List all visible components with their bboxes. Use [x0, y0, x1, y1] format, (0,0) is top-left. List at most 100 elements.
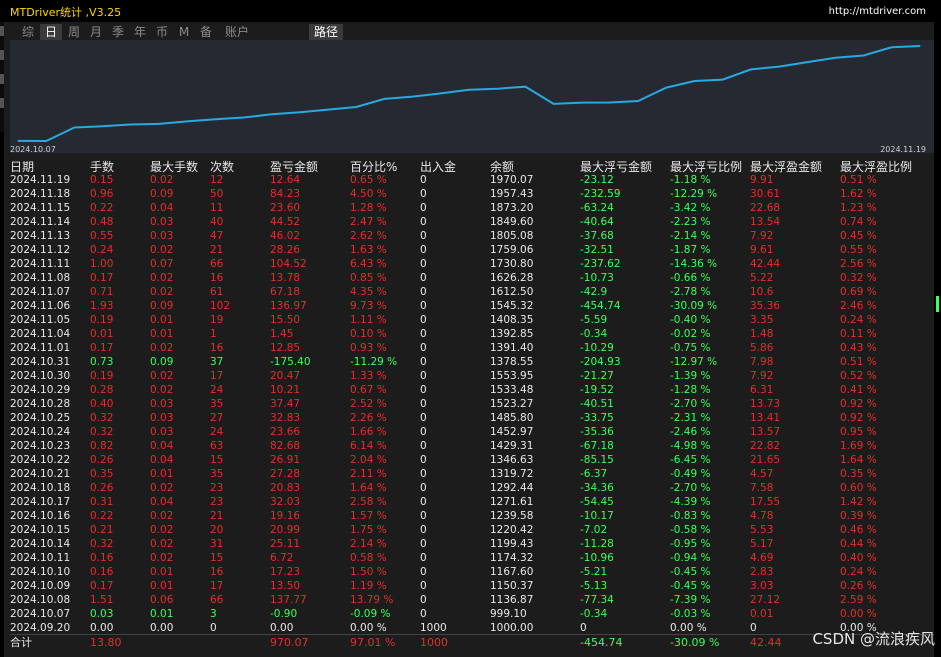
table-row[interactable]: 2024.10.18 0.26 0.02 23 20.83 1.64 % 0 1292.44 -…: [10, 481, 934, 496]
table-row[interactable]: 2024.11.19 0.15 0.02 12 12.64 0.65 % 0 1970.07 -…: [10, 173, 934, 188]
total-flow: 1000: [420, 636, 448, 649]
total-pct: 97.01 %: [350, 636, 396, 649]
tab-month[interactable]: 月: [89, 25, 102, 39]
cell-lots: 0.17: [90, 272, 114, 284]
table-row[interactable]: 2024.11.18 0.96 0.09 50 84.23 4.50 % 0 1957.43 -…: [10, 187, 934, 202]
cell-lots: 0.01: [90, 328, 114, 340]
header-max-drawdown[interactable]: 最大浮亏金额: [580, 160, 653, 174]
cell-lots: 1.51: [90, 594, 114, 606]
cell-balance: 1174.32: [490, 552, 534, 564]
cell-pct: 2.52 %: [350, 398, 387, 410]
table-row[interactable]: 2024.10.11 0.16 0.02 15 6.72 0.58 % 0 1174.32 -1…: [10, 551, 934, 566]
header-flow[interactable]: 出入金: [420, 160, 457, 174]
table-row[interactable]: 2024.11.05 0.19 0.01 19 15.50 1.11 % 0 1408.35 -…: [10, 313, 934, 328]
cell-flow: 0: [420, 328, 427, 340]
cell-max-lots: 0.04: [150, 454, 174, 466]
tab-account[interactable]: 账户: [224, 25, 249, 39]
cell-date: 2024.09.20: [10, 622, 71, 634]
table-row[interactable]: 2024.10.07 0.03 0.01 3 -0.90 -0.09 % 0 999.10 -0…: [10, 607, 934, 622]
cell-balance: 1378.55: [490, 356, 534, 368]
cell-max-lots: 0.04: [150, 202, 174, 214]
table-row[interactable]: 2024.11.06 1.93 0.09 102 136.97 9.73 % 0 1545.3…: [10, 299, 934, 314]
tab-quarter[interactable]: 季: [111, 25, 124, 39]
cell-date: 2024.11.18: [10, 188, 71, 200]
header-max-float-profit-pct[interactable]: 最大浮盈比例: [840, 160, 913, 174]
cell-pct: 1.19 %: [350, 580, 387, 592]
table-row[interactable]: 2024.10.29 0.28 0.02 24 10.21 0.67 % 0 1533.48 -…: [10, 383, 934, 398]
cell-balance: 1136.87: [490, 594, 534, 606]
cell-max-float-profit: 30.61: [750, 188, 781, 200]
tab-notes[interactable]: 备: [199, 25, 212, 39]
table-row[interactable]: 2024.11.01 0.17 0.02 16 12.85 0.93 % 0 1391.40 -…: [10, 341, 934, 356]
header-pct[interactable]: 百分比%: [350, 160, 398, 174]
tab-currency[interactable]: 币: [155, 25, 168, 39]
tab-path[interactable]: 路径: [309, 24, 343, 41]
header-max-drawdown-pct[interactable]: 最大浮亏比例: [670, 160, 743, 174]
table-row[interactable]: 2024.11.15 0.22 0.04 11 23.60 1.28 % 0 1873.20 -…: [10, 201, 934, 216]
table-row[interactable]: 2024.10.14 0.32 0.02 31 25.11 2.14 % 0 1199.43 -…: [10, 537, 934, 552]
cell-max-float-profit: 13.54: [750, 216, 781, 228]
cell-balance: 1292.44: [490, 482, 534, 494]
table-row[interactable]: 2024.10.22 0.26 0.04 15 26.91 2.04 % 0 1346.63 -…: [10, 453, 934, 468]
cell-max-float-profit: 0: [750, 622, 757, 634]
header-lots[interactable]: 手数: [90, 160, 115, 174]
cell-max-float-profit-pct: 0.00 %: [840, 608, 877, 620]
table-row[interactable]: 2024.09.20 0.00 0.00 0 0.00 0.00 % 1000 1000.00…: [10, 621, 934, 636]
cell-max-drawdown-pct: -0.40 %: [670, 314, 711, 326]
table-row[interactable]: 2024.11.11 1.00 0.07 66 104.52 6.43 % 0 1730.80…: [10, 257, 934, 272]
cell-date: 2024.10.11: [10, 552, 71, 564]
header-trade-count[interactable]: 次数: [210, 160, 235, 174]
table-row[interactable]: 2024.10.16 0.22 0.02 21 19.16 1.57 % 0 1239.58 -…: [10, 509, 934, 524]
table-row[interactable]: 2024.10.25 0.32 0.03 27 32.83 2.26 % 0 1485.80 -…: [10, 411, 934, 426]
cell-balance: 1553.95: [490, 370, 534, 382]
table-row[interactable]: 2024.11.04 0.01 0.01 1 1.45 0.10 % 0 1392.85 -0.…: [10, 327, 934, 342]
table-row[interactable]: 2024.10.17 0.31 0.04 23 32.03 2.58 % 0 1271.61 -…: [10, 495, 934, 510]
tab-summary[interactable]: 综: [21, 25, 34, 39]
table-row[interactable]: 2024.11.08 0.17 0.02 16 13.78 0.85 % 0 1626.28 -…: [10, 271, 934, 286]
cell-flow: 0: [420, 608, 427, 620]
table-row[interactable]: 2024.11.12 0.24 0.02 21 28.26 1.63 % 0 1759.06 -…: [10, 243, 934, 258]
cell-max-drawdown-pct: -0.94 %: [670, 552, 711, 564]
cell-pct: 2.58 %: [350, 496, 387, 508]
cell-flow: 0: [420, 594, 427, 606]
cell-max-float-profit: 5.86: [750, 342, 774, 354]
table-row[interactable]: 2024.10.31 0.73 0.09 37 -175.40 -11.29 % 0 1378…: [10, 355, 934, 370]
table-row[interactable]: 2024.10.23 0.82 0.04 63 82.68 6.14 % 0 1429.31 -…: [10, 439, 934, 454]
table-row[interactable]: 2024.10.10 0.16 0.01 16 17.23 1.50 % 0 1167.60 -…: [10, 565, 934, 580]
cell-max-lots: 0.02: [150, 272, 174, 284]
table-row[interactable]: 2024.11.13 0.55 0.03 47 46.02 2.62 % 0 1805.08 -…: [10, 229, 934, 244]
cell-max-drawdown: -19.52: [580, 384, 614, 396]
table-row[interactable]: 2024.11.14 0.48 0.03 40 44.52 2.47 % 0 1849.60 -…: [10, 215, 934, 230]
cell-max-float-profit: 3.35: [750, 314, 774, 326]
header-balance[interactable]: 余额: [490, 160, 515, 174]
header-date[interactable]: 日期: [10, 160, 35, 174]
cell-max-float-profit-pct: 0.74 %: [840, 216, 877, 228]
header-pnl[interactable]: 盈亏金额: [270, 160, 319, 174]
table-row[interactable]: 2024.10.08 1.51 0.06 66 137.77 13.79 % 0 1136.8…: [10, 593, 934, 608]
cell-lots: 0.32: [90, 538, 114, 550]
total-lots: 13.80: [90, 636, 122, 649]
table-row[interactable]: 2024.10.15 0.21 0.02 20 20.99 1.75 % 0 1220.42 -…: [10, 523, 934, 538]
header-max-lots[interactable]: 最大手数: [150, 160, 199, 174]
chart-start-date: 2024.10.07: [10, 145, 56, 154]
table-row[interactable]: 2024.10.21 0.35 0.01 35 27.28 2.11 % 0 1319.72 -…: [10, 467, 934, 482]
tab-year[interactable]: 年: [133, 25, 146, 39]
equity-point: [778, 66, 780, 68]
cell-lots: 0.00: [90, 622, 114, 634]
cell-max-lots: 0.02: [150, 538, 174, 550]
tab-day[interactable]: 日: [40, 24, 62, 41]
tab-week[interactable]: 周: [67, 25, 80, 39]
header-max-float-profit[interactable]: 最大浮盈金额: [750, 160, 823, 174]
table-row[interactable]: 2024.11.07 0.71 0.02 61 67.18 4.35 % 0 1612.50 -…: [10, 285, 934, 300]
cell-lots: 0.17: [90, 342, 114, 354]
tab-m[interactable]: M: [178, 25, 190, 39]
table-row[interactable]: 2024.10.28 0.40 0.03 35 37.47 2.52 % 0 1523.27 -…: [10, 397, 934, 412]
cell-pct: 1.57 %: [350, 510, 387, 522]
table-row[interactable]: 2024.10.24 0.32 0.03 24 23.66 1.66 % 0 1452.97 -…: [10, 425, 934, 440]
table-row[interactable]: 2024.10.09 0.17 0.01 17 13.50 1.19 % 0 1150.37 -…: [10, 579, 934, 594]
website-link[interactable]: http://mtdriver.com: [828, 6, 926, 17]
cell-flow: 0: [420, 174, 427, 186]
table-row[interactable]: 2024.10.30 0.19 0.02 17 20.47 1.33 % 0 1553.95 -…: [10, 369, 934, 384]
cell-trade-count: 63: [210, 440, 224, 452]
cell-date: 2024.10.22: [10, 454, 71, 466]
